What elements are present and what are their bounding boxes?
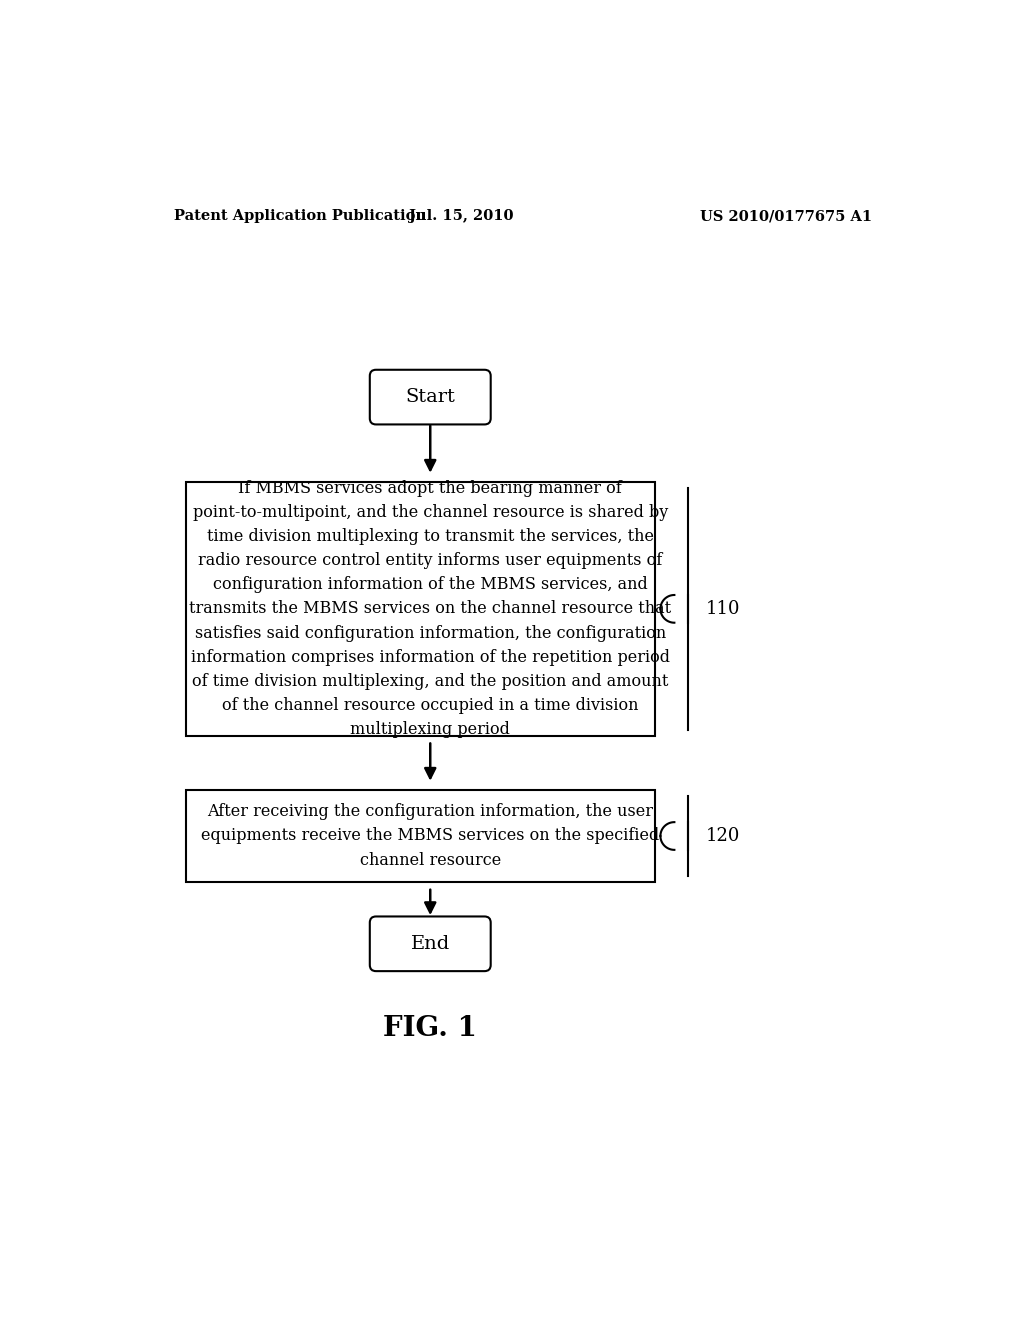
Text: Jul. 15, 2010: Jul. 15, 2010 [409, 209, 513, 223]
Text: End: End [411, 935, 450, 953]
Text: Patent Application Publication: Patent Application Publication [174, 209, 427, 223]
Bar [186, 789, 655, 882]
Text: Start: Start [406, 388, 456, 407]
Text: US 2010/0177675 A1: US 2010/0177675 A1 [699, 209, 872, 223]
Text: 120: 120 [706, 828, 739, 845]
Text: If MBMS services adopt the bearing manner of
point-to-multipoint, and the channe: If MBMS services adopt the bearing manne… [189, 479, 672, 738]
FancyBboxPatch shape [370, 916, 490, 972]
Text: FIG. 1: FIG. 1 [383, 1015, 477, 1041]
Bar [186, 482, 655, 737]
FancyBboxPatch shape [370, 370, 490, 425]
Text: After receiving the configuration information, the user
equipments receive the M: After receiving the configuration inform… [201, 804, 659, 869]
Text: 110: 110 [706, 599, 740, 618]
